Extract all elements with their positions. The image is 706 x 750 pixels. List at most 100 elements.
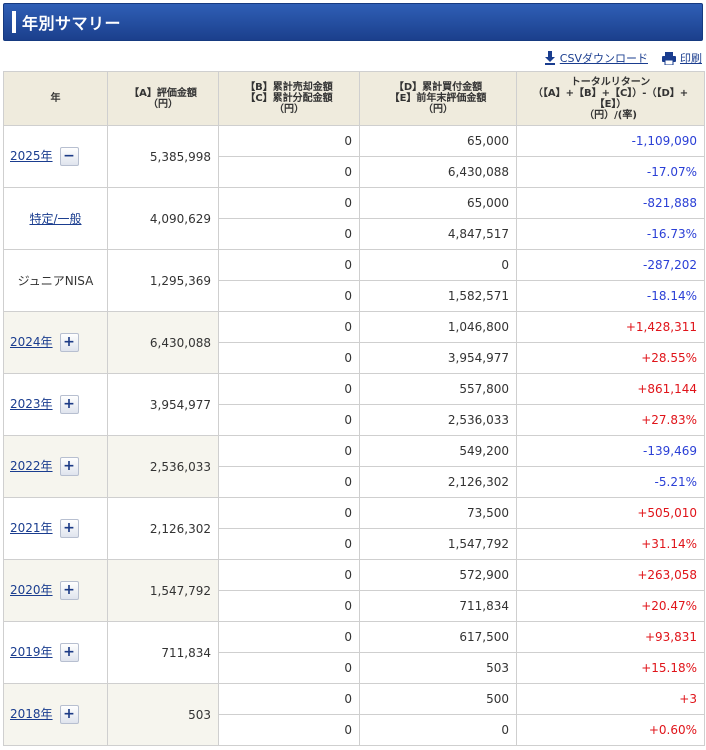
distribution-amount-cell: 0 <box>218 342 360 374</box>
purchase-amount-cell: 65,000 <box>359 187 517 219</box>
total-return-amount-cell: +1,428,311 <box>516 311 705 343</box>
sales-amount-cell: 0 <box>218 311 360 343</box>
row-label-cell: 2019年 + <box>3 621 108 684</box>
expand-toggle-button[interactable]: + <box>59 519 79 538</box>
total-return-amount-cell: +263,058 <box>516 559 705 591</box>
year-link[interactable]: 2022年 <box>10 459 53 473</box>
total-return-rate-cell: +20.47% <box>516 590 705 622</box>
valuation-cell: 2,536,033 <box>107 435 219 498</box>
prev-year-valuation-cell: 6,430,088 <box>359 156 517 188</box>
distribution-amount-cell: 0 <box>218 652 360 684</box>
purchase-amount-cell: 549,200 <box>359 435 517 467</box>
download-icon <box>544 51 555 65</box>
title-accent <box>12 11 16 33</box>
distribution-amount-cell: 0 <box>218 590 360 622</box>
table-row: 2019年 +711,834 0 617,500 +93,831 <box>3 621 705 684</box>
table-row: 2021年 +2,126,302 0 73,500 +505,010 <box>3 497 705 560</box>
header-year: 年 <box>3 71 108 126</box>
year-link[interactable]: 2024年 <box>10 335 53 349</box>
print-label: 印刷 <box>680 52 702 65</box>
valuation-cell: 1,295,369 <box>107 249 219 312</box>
table-row: ジュニアNISA 1,295,369 0 0 -287,202 <box>3 249 705 312</box>
expand-toggle-button[interactable]: + <box>59 333 79 352</box>
table-row: 2024年 +6,430,088 0 1,046,800 +1,428,311 <box>3 311 705 374</box>
printer-icon <box>662 51 676 65</box>
distribution-amount-cell: 0 <box>218 218 360 250</box>
table-row: 0 1,582,571 -18.14% <box>4 280 705 312</box>
prev-year-valuation-cell: 3,954,977 <box>359 342 517 374</box>
sales-amount-cell: 0 <box>218 621 360 653</box>
sales-amount-cell: 0 <box>218 497 360 529</box>
header-valuation: 【A】評価金額 （円） <box>107 71 219 126</box>
sales-amount-cell: 0 <box>218 187 360 219</box>
header-total-return: トータルリターン （【A】+【B】+【C】）-（【D】+【E】） （円）/(率) <box>516 71 705 126</box>
valuation-cell: 5,385,998 <box>107 125 219 188</box>
purchase-amount-cell: 617,500 <box>359 621 517 653</box>
year-link[interactable]: 2018年 <box>10 707 53 721</box>
purchase-amount-cell: 1,046,800 <box>359 311 517 343</box>
table-row: 0 1,547,792 +31.14% <box>4 528 705 560</box>
expand-toggle-button[interactable]: + <box>59 457 79 476</box>
valuation-cell: 503 <box>107 683 219 746</box>
year-link[interactable]: 2023年 <box>10 397 53 411</box>
distribution-amount-cell: 0 <box>218 528 360 560</box>
distribution-amount-cell: 0 <box>218 280 360 312</box>
table-row: 0 0 +0.60% <box>4 714 705 746</box>
prev-year-valuation-cell: 503 <box>359 652 517 684</box>
valuation-cell: 2,126,302 <box>107 497 219 560</box>
expand-toggle-button[interactable]: + <box>59 643 79 662</box>
total-return-rate-cell: -5.21% <box>516 466 705 498</box>
total-return-amount-cell: +3 <box>516 683 705 715</box>
valuation-cell: 4,090,629 <box>107 187 219 250</box>
purchase-amount-cell: 500 <box>359 683 517 715</box>
sales-amount-cell: 0 <box>218 683 360 715</box>
total-return-amount-cell: -139,469 <box>516 435 705 467</box>
row-label-cell: ジュニアNISA <box>3 249 108 312</box>
print-link[interactable]: 印刷 <box>662 50 702 66</box>
prev-year-valuation-cell: 0 <box>359 714 517 746</box>
page-title-bar: 年別サマリー <box>3 3 703 41</box>
total-return-rate-cell: +15.18% <box>516 652 705 684</box>
table-row: 2023年 +3,954,977 0 557,800 +861,144 <box>3 373 705 436</box>
collapse-toggle-button[interactable]: − <box>59 147 79 166</box>
total-return-amount-cell: +861,144 <box>516 373 705 405</box>
total-return-amount-cell: -821,888 <box>516 187 705 219</box>
table-header-row: 年 【A】評価金額 （円） 【B】累計売却金額 【C】累計分配金額 （円） 【D】累計… <box>3 71 705 126</box>
year-link[interactable]: 2025年 <box>10 149 53 163</box>
year-link[interactable]: 2019年 <box>10 645 53 659</box>
purchase-amount-cell: 73,500 <box>359 497 517 529</box>
table-row: 0 503 +15.18% <box>4 652 705 684</box>
valuation-cell: 1,547,792 <box>107 559 219 622</box>
purchase-amount-cell: 572,900 <box>359 559 517 591</box>
expand-toggle-button[interactable]: + <box>59 581 79 600</box>
total-return-rate-cell: -16.73% <box>516 218 705 250</box>
total-return-rate-cell: +0.60% <box>516 714 705 746</box>
year-link[interactable]: 2021年 <box>10 521 53 535</box>
table-row: 0 2,536,033 +27.83% <box>4 404 705 436</box>
year-link[interactable]: 2020年 <box>10 583 53 597</box>
prev-year-valuation-cell: 2,126,302 <box>359 466 517 498</box>
purchase-amount-cell: 557,800 <box>359 373 517 405</box>
table-row: 特定/一般 4,090,629 0 65,000 -821,888 <box>3 187 705 250</box>
total-return-rate-cell: -17.07% <box>516 156 705 188</box>
prev-year-valuation-cell: 2,536,033 <box>359 404 517 436</box>
table-row: 0 6,430,088 -17.07% <box>4 156 705 188</box>
expand-toggle-button[interactable]: + <box>59 395 79 414</box>
sales-amount-cell: 0 <box>218 559 360 591</box>
total-return-amount-cell: +505,010 <box>516 497 705 529</box>
expand-toggle-button[interactable]: + <box>59 705 79 724</box>
table-row: 0 2,126,302 -5.21% <box>4 466 705 498</box>
total-return-rate-cell: +28.55% <box>516 342 705 374</box>
table-row: 2022年 +2,536,033 0 549,200 -139,469 <box>3 435 705 498</box>
valuation-cell: 711,834 <box>107 621 219 684</box>
row-label-cell: 2023年 + <box>3 373 108 436</box>
total-return-amount-cell: -1,109,090 <box>516 125 705 157</box>
account-type-link[interactable]: 特定/一般 <box>29 212 82 226</box>
table-row: 0 4,847,517 -16.73% <box>4 218 705 250</box>
csv-download-link[interactable]: CSVダウンロード <box>544 50 648 66</box>
page-title: 年別サマリー <box>22 14 122 33</box>
prev-year-valuation-cell: 1,582,571 <box>359 280 517 312</box>
row-label-cell: 2021年 + <box>3 497 108 560</box>
distribution-amount-cell: 0 <box>218 404 360 436</box>
annual-summary-table: 年 【A】評価金額 （円） 【B】累計売却金額 【C】累計分配金額 （円） 【D】累計… <box>3 71 705 746</box>
